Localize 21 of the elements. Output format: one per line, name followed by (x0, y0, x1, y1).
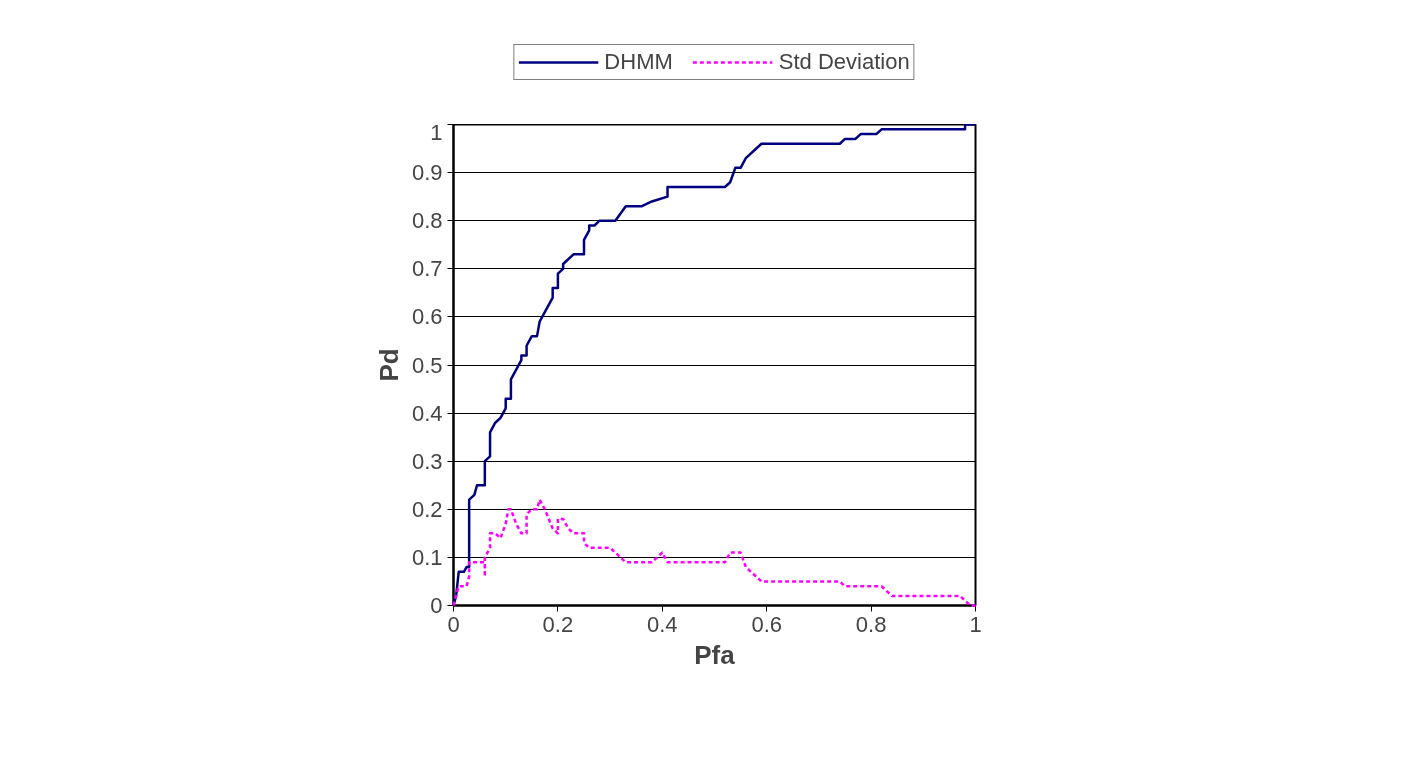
y-tick-label: 0 (430, 593, 443, 618)
x-tick-label: 0.8 (855, 611, 887, 637)
x-tick-label: 0 (447, 611, 460, 637)
x-tick-label: 0.2 (542, 611, 574, 637)
y-tick-label: 0.2 (411, 496, 443, 522)
y-tick-label: 0.3 (411, 448, 443, 474)
y-tick-label: 0.8 (411, 208, 443, 234)
y-tick-label: 0.4 (411, 400, 443, 426)
y-tick-label: 0.5 (411, 352, 443, 378)
x-tick-label: 0.6 (751, 611, 782, 637)
y-axis-title: Pd (373, 348, 404, 382)
legend-label: Std Deviation (778, 49, 910, 75)
y-tick-label: 0.9 (411, 160, 443, 186)
x-axis-title: Pfa (694, 639, 736, 670)
x-tick-label: 1 (969, 611, 982, 637)
legend-label: DHMM (604, 49, 673, 75)
y-tick-label: 0.7 (411, 256, 443, 282)
x-tick-label: 0.4 (647, 611, 678, 637)
y-tick-label: 0.6 (411, 304, 443, 330)
y-tick-label: 0.1 (411, 544, 443, 570)
y-tick-label: 1 (430, 119, 443, 145)
